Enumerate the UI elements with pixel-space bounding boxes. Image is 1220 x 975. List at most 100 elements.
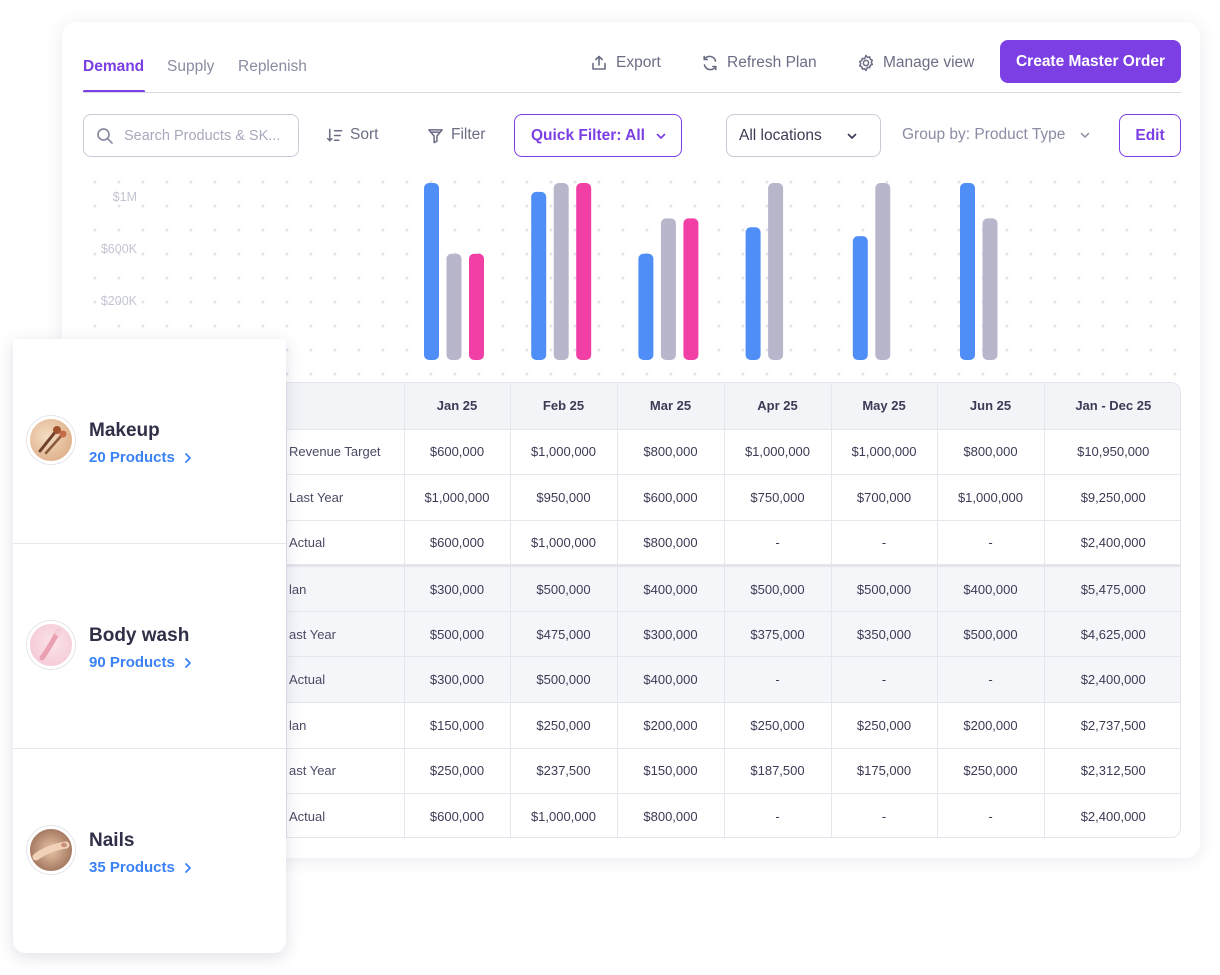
column-header[interactable]: Apr 25	[724, 383, 832, 430]
table-cell[interactable]: $600,000	[404, 793, 511, 837]
group-by-dropdown[interactable]: Group by: Product Type	[902, 126, 1091, 144]
table-cell[interactable]: $10,950,000	[1044, 429, 1180, 476]
table-cell[interactable]: $175,000	[831, 748, 938, 795]
bar-may-25-series-2[interactable]	[875, 183, 891, 360]
bar-may-25-series-1[interactable]	[852, 236, 868, 360]
table-cell[interactable]: $4,625,000	[1044, 611, 1180, 658]
column-header[interactable]: Feb 25	[510, 383, 618, 430]
category-products-link[interactable]: 90 Products	[89, 654, 193, 671]
table-cell[interactable]: $475,000	[510, 611, 618, 658]
table-cell[interactable]: -	[937, 520, 1045, 567]
column-header[interactable]: Jan 25	[404, 383, 511, 430]
table-cell[interactable]: $500,000	[510, 656, 618, 704]
edit-button[interactable]: Edit	[1119, 114, 1181, 157]
table-cell[interactable]: $250,000	[937, 748, 1045, 795]
tab-replenish[interactable]: Replenish	[238, 58, 307, 75]
table-cell[interactable]: $2,400,000	[1044, 656, 1180, 704]
table-cell[interactable]: $5,475,000	[1044, 564, 1180, 612]
column-header[interactable]: Jan - Dec 25	[1044, 383, 1180, 430]
bar-feb-25-series-3[interactable]	[576, 183, 592, 360]
table-cell[interactable]: $400,000	[617, 564, 725, 612]
table-cell[interactable]: -	[831, 793, 938, 837]
table-cell[interactable]: $800,000	[617, 520, 725, 567]
table-cell[interactable]: -	[831, 520, 938, 567]
bar-mar-25-series-1[interactable]	[638, 253, 654, 360]
quick-filter-dropdown[interactable]: Quick Filter: All	[514, 114, 682, 157]
search-box[interactable]	[83, 114, 299, 157]
table-cell[interactable]: $200,000	[617, 702, 725, 749]
table-cell[interactable]: -	[831, 656, 938, 704]
bar-jan-25-series-1[interactable]	[424, 183, 439, 360]
table-cell[interactable]: $500,000	[724, 564, 832, 612]
column-header[interactable]: Jun 25	[937, 383, 1045, 430]
table-cell[interactable]: $800,000	[617, 793, 725, 837]
table-cell[interactable]: $2,400,000	[1044, 793, 1180, 837]
create-master-order-button[interactable]: Create Master Order	[1000, 40, 1181, 83]
table-cell[interactable]: $500,000	[937, 611, 1045, 658]
table-cell[interactable]: $375,000	[724, 611, 832, 658]
table-cell[interactable]: $800,000	[937, 429, 1045, 476]
table-cell[interactable]: $500,000	[831, 564, 938, 612]
table-cell[interactable]: $600,000	[617, 474, 725, 521]
table-cell[interactable]: $250,000	[831, 702, 938, 749]
table-cell[interactable]: $187,500	[724, 748, 832, 795]
table-cell[interactable]: $400,000	[937, 564, 1045, 612]
location-select[interactable]: All locations	[726, 114, 881, 157]
bar-apr-25-series-1[interactable]	[745, 227, 761, 360]
table-cell[interactable]: $250,000	[510, 702, 618, 749]
manage-view-button[interactable]: Manage view	[857, 52, 974, 74]
column-header[interactable]: May 25	[831, 383, 938, 430]
table-cell[interactable]: $1,000,000	[937, 474, 1045, 521]
table-cell[interactable]: $237,500	[510, 748, 618, 795]
table-cell[interactable]: $300,000	[404, 564, 511, 612]
table-cell[interactable]: $2,312,500	[1044, 748, 1180, 795]
table-cell[interactable]: $2,400,000	[1044, 520, 1180, 567]
table-cell[interactable]: $950,000	[510, 474, 618, 521]
category-item-body-wash[interactable]: Body wash 90 Products	[13, 544, 286, 749]
bar-feb-25-series-1[interactable]	[531, 191, 547, 360]
bar-mar-25-series-3[interactable]	[683, 218, 699, 360]
bar-mar-25-series-2[interactable]	[660, 218, 676, 360]
table-cell[interactable]: $250,000	[724, 702, 832, 749]
table-cell[interactable]: $700,000	[831, 474, 938, 521]
table-cell[interactable]: -	[724, 656, 832, 704]
table-cell[interactable]: $400,000	[617, 656, 725, 704]
table-cell[interactable]: $2,737,500	[1044, 702, 1180, 749]
table-cell[interactable]: -	[937, 793, 1045, 837]
table-cell[interactable]: -	[724, 520, 832, 567]
bar-jun-25-series-2[interactable]	[982, 218, 998, 360]
sort-button[interactable]: Sort	[326, 126, 378, 144]
category-products-link[interactable]: 35 Products	[89, 859, 193, 876]
table-cell[interactable]: $500,000	[510, 564, 618, 612]
bar-jan-25-series-2[interactable]	[446, 253, 462, 360]
bar-feb-25-series-2[interactable]	[553, 183, 569, 360]
category-products-link[interactable]: 20 Products	[89, 449, 193, 466]
table-cell[interactable]: $1,000,000	[510, 793, 618, 837]
refresh-plan-button[interactable]: Refresh Plan	[701, 52, 817, 74]
table-cell[interactable]: $150,000	[617, 748, 725, 795]
table-cell[interactable]: $750,000	[724, 474, 832, 521]
table-cell[interactable]: $1,000,000	[831, 429, 938, 476]
table-cell[interactable]: $800,000	[617, 429, 725, 476]
bar-apr-25-series-2[interactable]	[768, 183, 784, 360]
table-cell[interactable]: $1,000,000	[510, 520, 618, 567]
table-cell[interactable]: $600,000	[404, 520, 511, 567]
table-cell[interactable]: -	[724, 793, 832, 837]
category-item-makeup[interactable]: Makeup 20 Products	[13, 339, 286, 544]
search-input[interactable]	[124, 127, 294, 144]
tab-supply[interactable]: Supply	[167, 58, 215, 75]
table-cell[interactable]: $9,250,000	[1044, 474, 1180, 521]
table-cell[interactable]: $200,000	[937, 702, 1045, 749]
table-cell[interactable]: $1,000,000	[724, 429, 832, 476]
category-item-nails[interactable]: Nails 35 Products	[13, 749, 286, 953]
table-cell[interactable]: $600,000	[404, 429, 511, 476]
table-cell[interactable]: -	[937, 656, 1045, 704]
table-cell[interactable]: $500,000	[404, 611, 511, 658]
table-cell[interactable]: $300,000	[617, 611, 725, 658]
bar-jun-25-series-1[interactable]	[960, 183, 975, 360]
tab-demand[interactable]: Demand	[83, 58, 145, 75]
column-header[interactable]: Mar 25	[617, 383, 725, 430]
bar-jan-25-series-3[interactable]	[469, 253, 484, 360]
filter-button[interactable]: Filter	[427, 126, 485, 144]
export-button[interactable]: Export	[590, 52, 661, 74]
